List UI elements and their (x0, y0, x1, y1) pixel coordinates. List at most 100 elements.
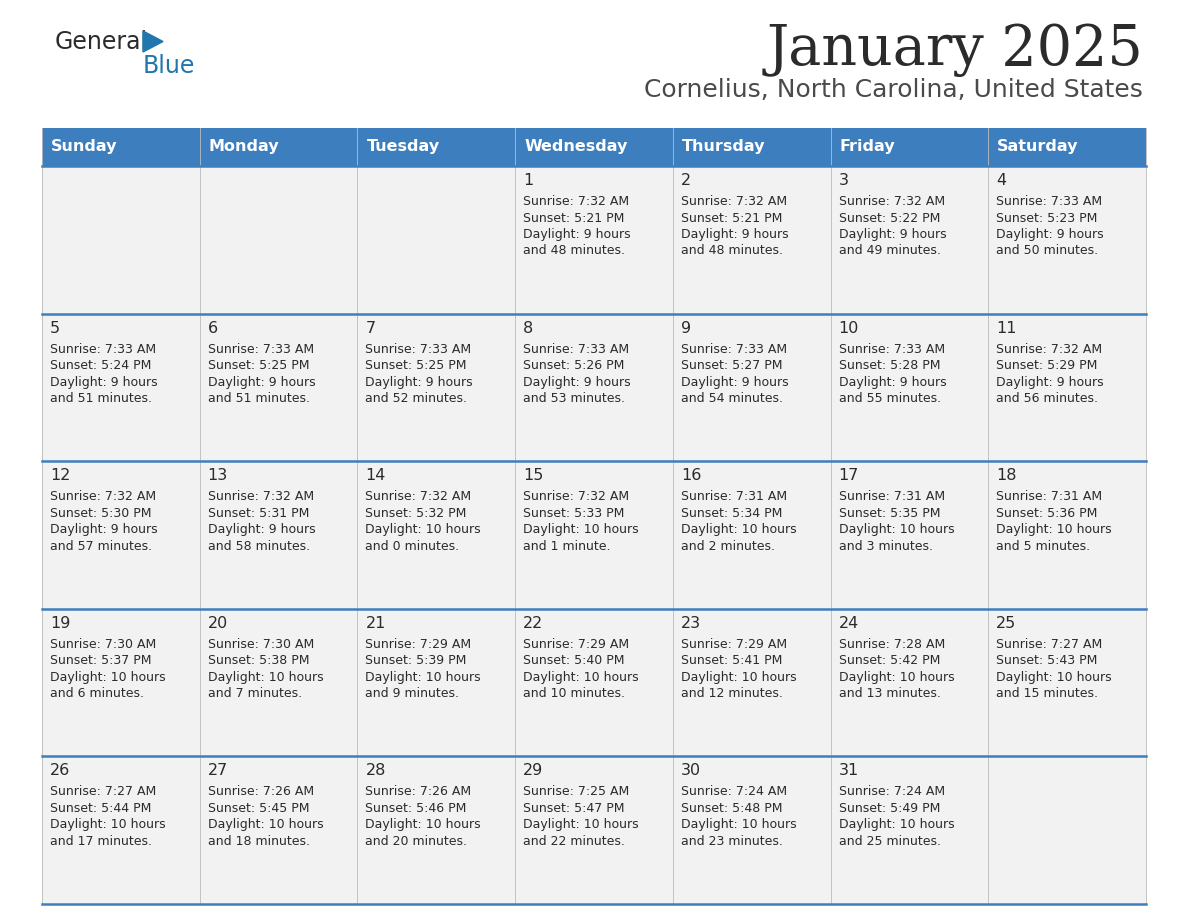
Text: 15: 15 (523, 468, 544, 483)
Text: 2: 2 (681, 173, 691, 188)
Bar (672, 756, 830, 904)
Text: Daylight: 10 hours: Daylight: 10 hours (997, 523, 1112, 536)
Text: Sunset: 5:40 PM: Sunset: 5:40 PM (523, 655, 625, 667)
Bar (516, 609, 672, 756)
Text: Sunset: 5:41 PM: Sunset: 5:41 PM (681, 655, 782, 667)
Bar (672, 461, 830, 609)
Text: Daylight: 10 hours: Daylight: 10 hours (523, 523, 639, 536)
Text: and 55 minutes.: and 55 minutes. (839, 392, 941, 405)
Text: Blue: Blue (143, 54, 195, 78)
Text: 25: 25 (997, 616, 1017, 631)
Text: Monday: Monday (209, 140, 279, 154)
Text: Sunrise: 7:27 AM: Sunrise: 7:27 AM (997, 638, 1102, 651)
Text: 19: 19 (50, 616, 70, 631)
Text: Sunrise: 7:29 AM: Sunrise: 7:29 AM (523, 638, 630, 651)
Text: Sunset: 5:45 PM: Sunset: 5:45 PM (208, 802, 309, 815)
Text: Sunrise: 7:26 AM: Sunrise: 7:26 AM (366, 786, 472, 799)
Text: Sunrise: 7:32 AM: Sunrise: 7:32 AM (681, 195, 786, 208)
Bar (988, 166, 1146, 314)
Text: and 52 minutes.: and 52 minutes. (366, 392, 467, 405)
Text: Sunset: 5:22 PM: Sunset: 5:22 PM (839, 211, 940, 225)
Text: and 48 minutes.: and 48 minutes. (681, 244, 783, 258)
Text: 7: 7 (366, 320, 375, 336)
Text: Sunset: 5:36 PM: Sunset: 5:36 PM (997, 507, 1098, 520)
Bar (358, 128, 516, 166)
Text: Daylight: 9 hours: Daylight: 9 hours (208, 375, 315, 388)
Text: Daylight: 10 hours: Daylight: 10 hours (997, 671, 1112, 684)
Text: Daylight: 9 hours: Daylight: 9 hours (681, 228, 789, 241)
Text: Daylight: 9 hours: Daylight: 9 hours (997, 375, 1104, 388)
Text: Sunrise: 7:33 AM: Sunrise: 7:33 AM (523, 342, 630, 355)
Bar (516, 166, 672, 314)
Bar (42, 128, 200, 166)
Text: and 12 minutes.: and 12 minutes. (681, 688, 783, 700)
Text: Daylight: 9 hours: Daylight: 9 hours (997, 228, 1104, 241)
Text: Daylight: 10 hours: Daylight: 10 hours (208, 819, 323, 832)
Text: Cornelius, North Carolina, United States: Cornelius, North Carolina, United States (644, 78, 1143, 102)
Text: Sunset: 5:34 PM: Sunset: 5:34 PM (681, 507, 782, 520)
Text: Sunrise: 7:32 AM: Sunrise: 7:32 AM (50, 490, 156, 503)
Text: Daylight: 10 hours: Daylight: 10 hours (208, 671, 323, 684)
Bar (830, 756, 988, 904)
Text: Daylight: 10 hours: Daylight: 10 hours (523, 819, 639, 832)
Text: Sunset: 5:27 PM: Sunset: 5:27 PM (681, 359, 783, 372)
Bar (830, 609, 988, 756)
Text: Daylight: 10 hours: Daylight: 10 hours (681, 819, 796, 832)
Text: 1: 1 (523, 173, 533, 188)
Text: Sunrise: 7:33 AM: Sunrise: 7:33 AM (50, 342, 156, 355)
Text: 11: 11 (997, 320, 1017, 336)
Text: Sunrise: 7:33 AM: Sunrise: 7:33 AM (208, 342, 314, 355)
Text: Sunset: 5:28 PM: Sunset: 5:28 PM (839, 359, 940, 372)
Bar (358, 314, 516, 461)
Text: and 51 minutes.: and 51 minutes. (208, 392, 310, 405)
Text: Sunset: 5:29 PM: Sunset: 5:29 PM (997, 359, 1098, 372)
Text: Sunset: 5:25 PM: Sunset: 5:25 PM (366, 359, 467, 372)
Text: Sunset: 5:26 PM: Sunset: 5:26 PM (523, 359, 625, 372)
Text: January 2025: January 2025 (766, 22, 1143, 77)
Text: and 56 minutes.: and 56 minutes. (997, 392, 1098, 405)
Text: Sunset: 5:44 PM: Sunset: 5:44 PM (50, 802, 151, 815)
Text: Daylight: 10 hours: Daylight: 10 hours (366, 523, 481, 536)
Bar (42, 461, 200, 609)
Bar (988, 461, 1146, 609)
Text: Sunset: 5:21 PM: Sunset: 5:21 PM (681, 211, 782, 225)
Text: Sunrise: 7:27 AM: Sunrise: 7:27 AM (50, 786, 157, 799)
Bar (830, 128, 988, 166)
Bar (988, 609, 1146, 756)
Text: and 57 minutes.: and 57 minutes. (50, 540, 152, 553)
Text: 20: 20 (208, 616, 228, 631)
Text: 26: 26 (50, 764, 70, 778)
Text: and 10 minutes.: and 10 minutes. (523, 688, 625, 700)
Text: Tuesday: Tuesday (366, 140, 440, 154)
Text: Thursday: Thursday (682, 140, 765, 154)
Text: Daylight: 9 hours: Daylight: 9 hours (839, 228, 946, 241)
Text: and 2 minutes.: and 2 minutes. (681, 540, 775, 553)
Text: 14: 14 (366, 468, 386, 483)
Bar (988, 756, 1146, 904)
Text: Sunset: 5:42 PM: Sunset: 5:42 PM (839, 655, 940, 667)
Text: and 53 minutes.: and 53 minutes. (523, 392, 625, 405)
Text: Sunrise: 7:24 AM: Sunrise: 7:24 AM (839, 786, 944, 799)
Text: and 9 minutes.: and 9 minutes. (366, 688, 460, 700)
Text: 4: 4 (997, 173, 1006, 188)
Text: 6: 6 (208, 320, 217, 336)
Text: Daylight: 9 hours: Daylight: 9 hours (839, 375, 946, 388)
Text: Daylight: 10 hours: Daylight: 10 hours (839, 523, 954, 536)
Text: Sunset: 5:30 PM: Sunset: 5:30 PM (50, 507, 152, 520)
Text: Sunrise: 7:32 AM: Sunrise: 7:32 AM (997, 342, 1102, 355)
Text: Daylight: 9 hours: Daylight: 9 hours (681, 375, 789, 388)
Text: and 22 minutes.: and 22 minutes. (523, 834, 625, 848)
Text: and 20 minutes.: and 20 minutes. (366, 834, 467, 848)
Text: Daylight: 9 hours: Daylight: 9 hours (50, 523, 158, 536)
Text: 8: 8 (523, 320, 533, 336)
Text: Saturday: Saturday (997, 140, 1079, 154)
Text: Daylight: 10 hours: Daylight: 10 hours (50, 671, 165, 684)
Bar (200, 609, 358, 756)
Text: Daylight: 9 hours: Daylight: 9 hours (208, 523, 315, 536)
Bar (516, 756, 672, 904)
Bar (42, 756, 200, 904)
Text: Daylight: 10 hours: Daylight: 10 hours (839, 671, 954, 684)
Text: Daylight: 10 hours: Daylight: 10 hours (681, 523, 796, 536)
Bar (358, 166, 516, 314)
Text: Sunset: 5:25 PM: Sunset: 5:25 PM (208, 359, 309, 372)
